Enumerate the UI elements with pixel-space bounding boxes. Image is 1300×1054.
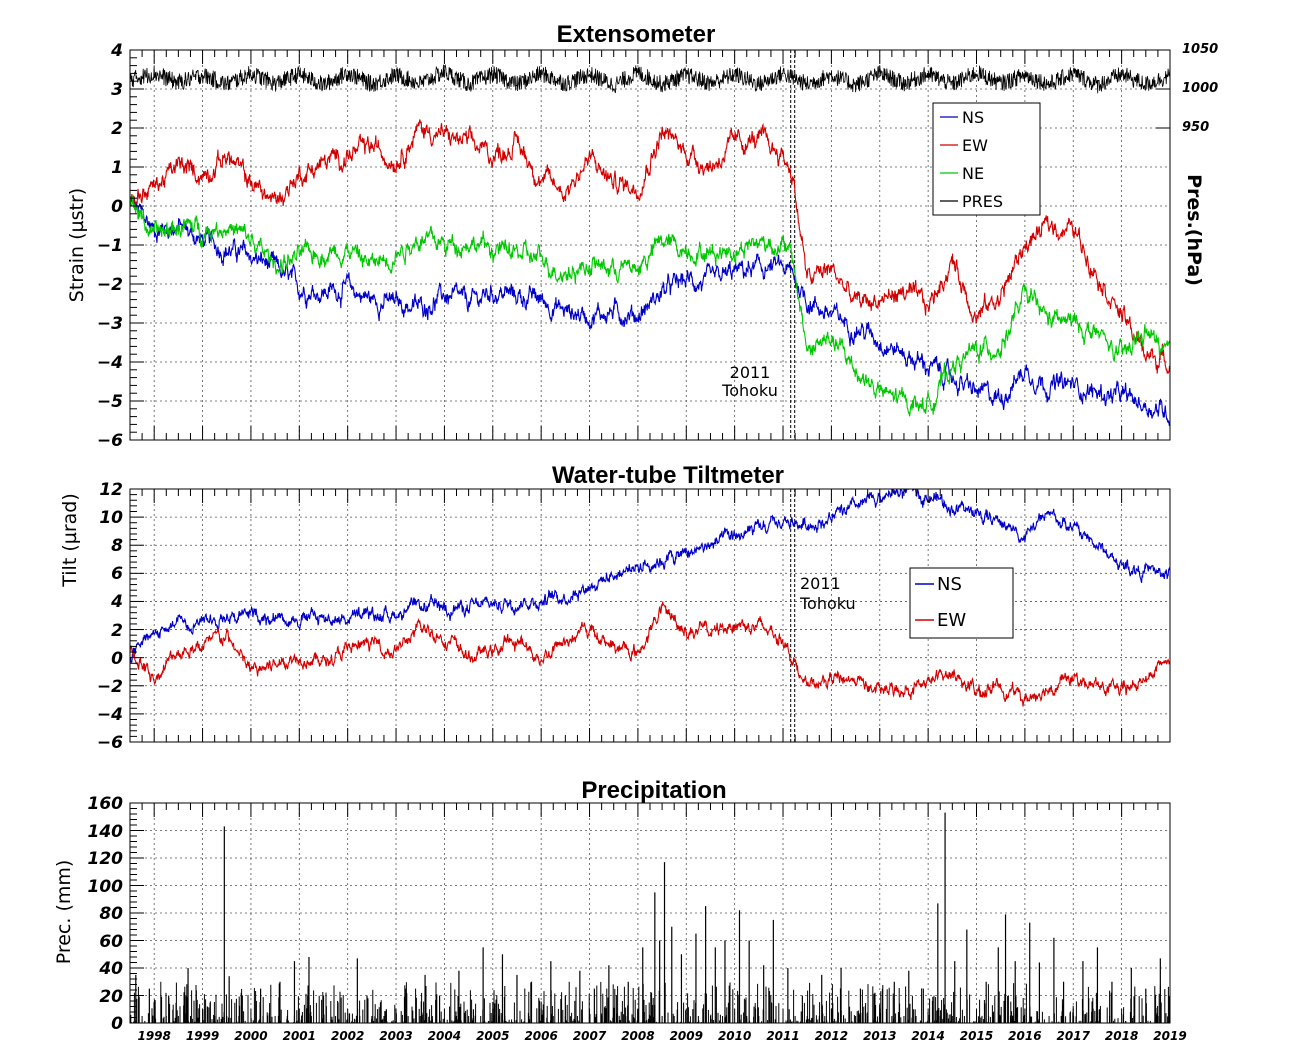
y-tick-label: 1: [111, 158, 123, 178]
x-tick-label: 2005: [476, 1029, 509, 1043]
y-tick-label: 0: [111, 649, 123, 669]
y-tick-label: −4: [97, 705, 123, 725]
pressure-y2-tick-labels: 1050 1000 950: [1182, 42, 1218, 135]
precipitation-y-tick-labels: 160 140 120 100 80 60 40 20 0: [88, 794, 124, 1034]
series-line-ns: [130, 489, 1170, 663]
precipitation-bars: [130, 812, 1170, 1023]
precipitation-y-label: Prec. (mm): [53, 860, 75, 965]
y-tick-label: 12: [99, 480, 123, 500]
x-tick-label: 2009: [670, 1029, 703, 1043]
extensometer-title: Extensometer: [557, 21, 716, 48]
precipitation-grid: [130, 803, 1170, 1023]
x-tick-label: 2001: [283, 1029, 316, 1043]
y-tick-label: 120: [88, 849, 124, 869]
tiltmeter-legend: NS EW: [909, 567, 1014, 639]
y-tick-label: −2: [97, 275, 123, 295]
x-tick-label: 2017: [1057, 1029, 1091, 1043]
y2-tick-label: 950: [1182, 120, 1209, 135]
extensometer-legend: NS EW NE PRES: [932, 102, 1041, 216]
y-tick-label: −3: [97, 314, 123, 334]
y-tick-label: −4: [97, 353, 123, 373]
y-tick-label: −2: [97, 677, 123, 697]
x-tick-label: 2000: [234, 1029, 267, 1043]
tohoku-name-label: Tohoku: [799, 594, 856, 613]
tiltmeter-title: Water-tube Tiltmeter: [552, 462, 784, 489]
x-axis-year-labels: 1998 1999 2000 2001 2002 2003 2004 2005 2006 2007…: [137, 1029, 1186, 1043]
y-tick-label: 20: [99, 987, 123, 1007]
y2-tick-label: 1000: [1182, 81, 1218, 96]
x-tick-label: 2012: [815, 1029, 848, 1043]
extensometer-y-tick-labels: 4 3 2 1 0 −1 −2 −3 −4 −5 −6: [97, 41, 123, 451]
tohoku-name-label: Tohoku: [721, 381, 778, 400]
y-tick-label: 4: [110, 41, 123, 61]
y-tick-label: 160: [88, 794, 124, 814]
y-tick-label: 80: [99, 904, 123, 924]
tiltmeter-series-group: [130, 489, 1170, 707]
x-tick-label: 2016: [1008, 1029, 1041, 1043]
y-tick-label: 8: [111, 536, 123, 556]
x-tick-label: 1998: [137, 1029, 170, 1043]
y-tick-label: 0: [111, 197, 123, 217]
x-tick-label: 2018: [1105, 1029, 1138, 1043]
y-tick-label: −5: [97, 392, 123, 412]
x-tick-label: 2013: [863, 1029, 896, 1043]
tiltmeter-ticks: [129, 488, 1171, 743]
legend-label-pres: PRES: [962, 192, 1003, 211]
x-tick-label: 2003: [379, 1029, 412, 1043]
legend-label-ew: EW: [937, 610, 966, 631]
tohoku-year-label: 2011: [800, 574, 841, 593]
precipitation-ticks: [129, 802, 1171, 1024]
series-line-ew: [130, 119, 1170, 375]
extensometer-ticks: [129, 49, 1171, 441]
y-tick-label: 100: [88, 877, 124, 897]
legend-label-ns: NS: [962, 108, 984, 127]
tiltmeter-y-tick-labels: 12 10 8 6 4 2 0 −2 −4 −6: [97, 480, 123, 753]
extensometer-series-group: [130, 63, 1170, 427]
pressure-y2-label: Pres.(hPa): [1183, 174, 1205, 286]
legend-label-ns: NS: [937, 574, 962, 595]
x-tick-label: 2006: [524, 1029, 557, 1043]
x-tick-label: 2008: [621, 1029, 654, 1043]
series-line-pres: [130, 63, 1170, 94]
legend-label-ne: NE: [962, 164, 984, 183]
x-tick-label: 2007: [573, 1029, 607, 1043]
tiltmeter-tohoku-annotation: 2011 Tohoku: [799, 574, 856, 613]
y-tick-label: 60: [99, 932, 123, 952]
legend-label-ew: EW: [962, 136, 988, 155]
extensometer-y-label: Strain (µstr): [66, 188, 88, 302]
tohoku-year-label: 2011: [730, 363, 771, 382]
legend-box: [909, 567, 1014, 639]
y-tick-label: 4: [110, 592, 123, 612]
x-tick-label: 2011: [766, 1029, 799, 1043]
y-tick-label: 0: [111, 1014, 123, 1034]
series-line-ne: [130, 195, 1170, 417]
extensometer-tohoku-annotation: 2011 Tohoku: [721, 363, 778, 400]
y-tick-label: 6: [111, 564, 123, 584]
x-tick-label: 1999: [186, 1029, 219, 1043]
x-tick-label: 2019: [1153, 1029, 1186, 1043]
legend-box: [932, 102, 1041, 216]
y-tick-label: −6: [97, 431, 123, 451]
y-tick-label: 10: [99, 508, 123, 528]
precipitation-title: Precipitation: [581, 777, 726, 804]
tiltmeter-y-label: Tilt (µrad): [59, 493, 81, 588]
y-tick-label: 2: [111, 621, 123, 641]
y-tick-label: −1: [97, 236, 123, 256]
series-line-ns: [130, 196, 1170, 427]
x-tick-label: 2015: [960, 1029, 993, 1043]
x-tick-label: 2010: [718, 1029, 751, 1043]
y-tick-label: 40: [98, 959, 123, 979]
y2-tick-label: 1050: [1182, 42, 1218, 57]
x-tick-label: 2002: [331, 1029, 364, 1043]
x-tick-label: 2014: [911, 1029, 944, 1043]
y-tick-label: 140: [88, 822, 124, 842]
series-line-ew: [130, 601, 1170, 707]
y-tick-label: 2: [111, 119, 123, 139]
y-tick-label: −6: [97, 733, 123, 753]
y-tick-label: 3: [111, 80, 123, 100]
x-tick-label: 2004: [428, 1029, 461, 1043]
